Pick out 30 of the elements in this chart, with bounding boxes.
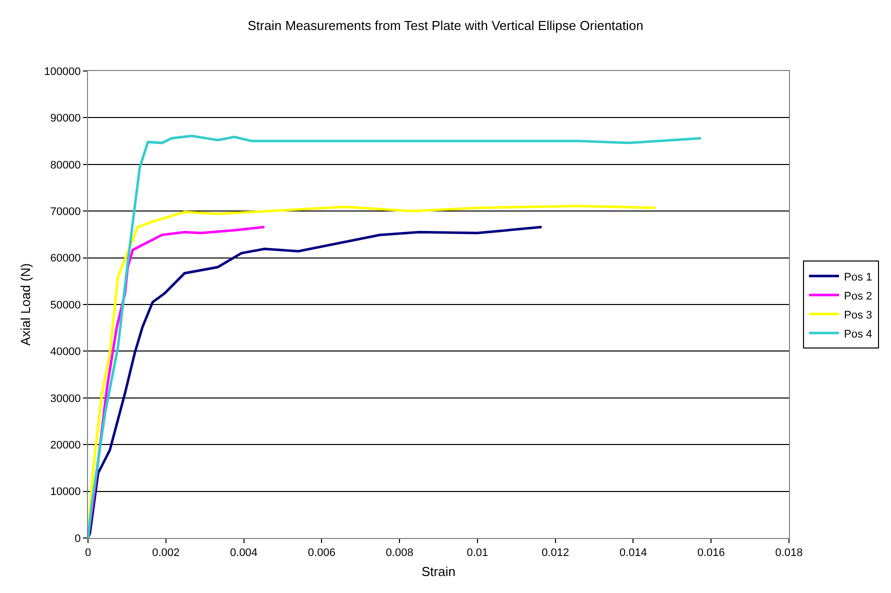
x-tick-label: 0.004 [230, 547, 258, 560]
y-tick-label: 40000 [50, 346, 81, 358]
x-tick-label: 0.01 [466, 547, 488, 560]
y-tick-label: 10000 [50, 486, 81, 498]
y-tick-label: 90000 [50, 112, 81, 125]
x-axis-title: Strain [422, 564, 456, 579]
legend-label: Pos 1 [844, 271, 872, 284]
line-series [88, 134, 702, 538]
chart-title: Strain Measurements from Test Plate with Vertical Ellipse Orientation [248, 18, 644, 33]
x-tick-label: 0.014 [619, 547, 647, 560]
x-tick-label: 0.018 [775, 547, 803, 560]
y-tick-label: 60000 [50, 252, 81, 265]
legend-label: Pos 3 [844, 309, 872, 322]
line-series [88, 226, 543, 538]
y-axis-title: Axial Load (N) [18, 263, 34, 346]
y-tick-label: 70000 [50, 206, 81, 218]
legend-label: Pos 2 [844, 290, 872, 302]
y-tick-label: 0 [74, 532, 81, 545]
x-tick-label: 0.006 [308, 547, 336, 560]
y-tick-label: 20000 [50, 439, 81, 452]
x-tick-label: 0.002 [152, 547, 180, 560]
y-tick-label: 100000 [44, 66, 81, 78]
x-tick-label: 0.016 [697, 547, 725, 560]
legend-label: Pos 4 [844, 328, 872, 340]
y-tick-label: 30000 [50, 392, 81, 405]
y-tick-label: 50000 [50, 299, 81, 312]
x-tick-label: 0.012 [542, 547, 570, 560]
y-tick-label: 80000 [50, 159, 81, 172]
x-tick-label: 0 [84, 547, 92, 560]
x-tick-label: 0.008 [386, 547, 414, 560]
